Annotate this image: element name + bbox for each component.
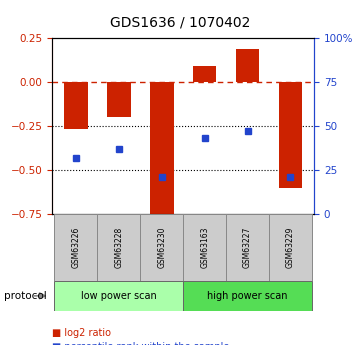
- Text: low power scan: low power scan: [81, 291, 157, 301]
- Bar: [236, 49, 259, 82]
- Text: GSM63226: GSM63226: [71, 227, 81, 268]
- Bar: [107, 82, 131, 117]
- Bar: [55, 214, 97, 281]
- Bar: [226, 214, 269, 281]
- Text: protocol: protocol: [4, 291, 46, 301]
- Bar: [183, 281, 312, 310]
- Bar: [193, 66, 217, 82]
- Bar: [140, 214, 183, 281]
- Text: high power scan: high power scan: [207, 291, 288, 301]
- Bar: [150, 82, 174, 226]
- Text: GDS1636 / 1070402: GDS1636 / 1070402: [110, 16, 251, 30]
- Text: GSM63228: GSM63228: [114, 227, 123, 268]
- Bar: [269, 214, 312, 281]
- Bar: [279, 82, 302, 188]
- Text: GSM63230: GSM63230: [157, 227, 166, 268]
- Bar: [97, 214, 140, 281]
- Bar: [183, 214, 226, 281]
- Bar: [64, 82, 88, 129]
- Text: ■ log2 ratio: ■ log2 ratio: [52, 328, 111, 338]
- Text: ■ percentile rank within the sample: ■ percentile rank within the sample: [52, 342, 230, 345]
- Text: GSM63227: GSM63227: [243, 227, 252, 268]
- Text: GSM63229: GSM63229: [286, 227, 295, 268]
- Bar: [55, 281, 183, 310]
- Text: GSM63163: GSM63163: [200, 227, 209, 268]
